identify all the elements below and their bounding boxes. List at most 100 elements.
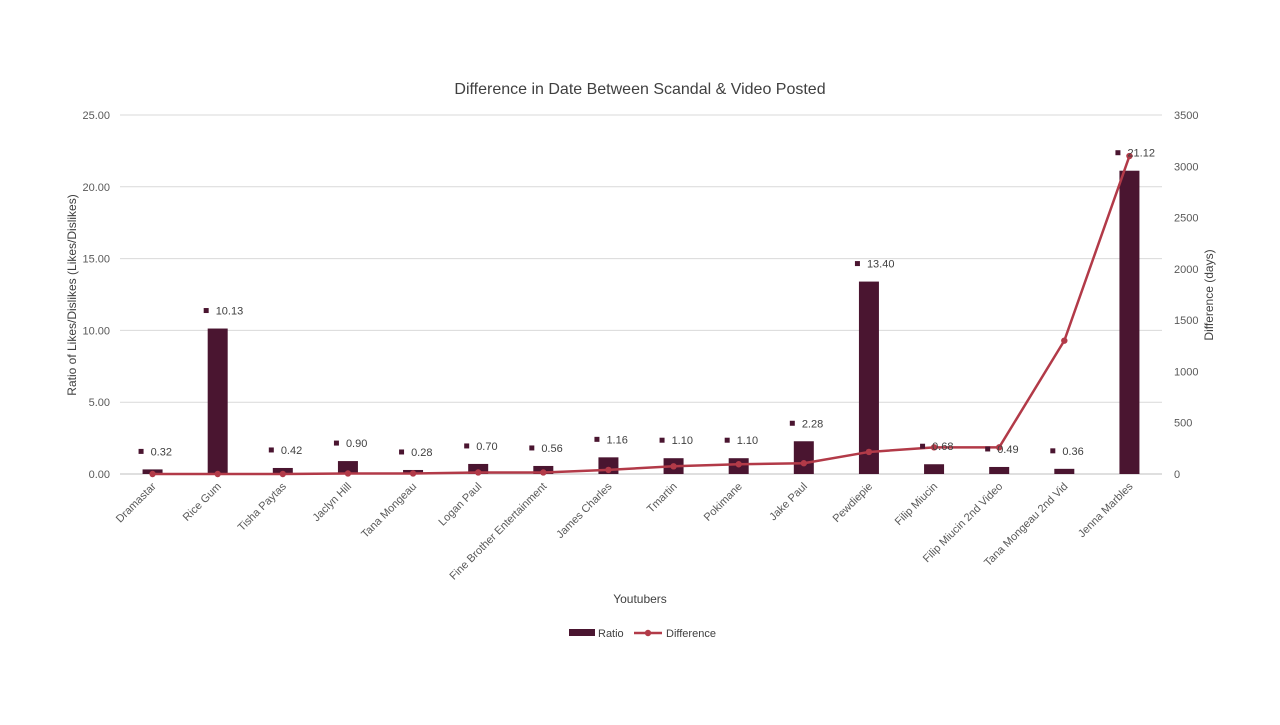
y2-axis-ticks: 0 500 1000 1500 2000 2500 3000 3500 bbox=[1174, 110, 1198, 481]
data-label-marker bbox=[464, 443, 470, 449]
data-label-marker bbox=[985, 446, 991, 452]
data-label: 0.28 bbox=[411, 447, 432, 459]
bar bbox=[858, 281, 879, 474]
y-tick-label: 0.00 bbox=[89, 469, 110, 481]
data-labels: 0.32 10.13 0.42 0.90 0.28 0.70 0.56 1.16 1.10 1.1… bbox=[138, 148, 1155, 459]
x-tick-label: Rice Gum bbox=[181, 481, 224, 524]
x-tick-label: Jaclyn Hill bbox=[311, 481, 354, 524]
legend-label-ratio: Ratio bbox=[598, 628, 624, 640]
y2-tick-label: 3000 bbox=[1174, 161, 1198, 173]
line-point bbox=[995, 444, 1003, 451]
data-label: 1.10 bbox=[737, 435, 758, 447]
data-label: 21.12 bbox=[1127, 148, 1155, 160]
y2-axis-label: Difference (days) bbox=[1202, 249, 1216, 340]
data-label: 10.13 bbox=[216, 306, 244, 318]
bar bbox=[468, 463, 489, 474]
y2-tick-label: 500 bbox=[1174, 418, 1192, 430]
bar bbox=[1119, 170, 1140, 474]
data-label-marker bbox=[594, 436, 600, 442]
legend: Ratio Difference bbox=[569, 628, 716, 640]
data-label-marker bbox=[333, 440, 339, 446]
line-point bbox=[149, 470, 156, 478]
legend-marker-difference bbox=[644, 629, 652, 637]
line-point bbox=[474, 469, 482, 476]
bar-series bbox=[142, 170, 1140, 474]
data-label-marker bbox=[1115, 150, 1121, 156]
line-point bbox=[670, 463, 677, 470]
data-label: 0.36 bbox=[1062, 446, 1083, 458]
bar bbox=[989, 466, 1010, 474]
x-tick-label: Pewdiepie bbox=[831, 481, 875, 525]
data-label: 2.28 bbox=[802, 418, 823, 430]
bar bbox=[337, 461, 358, 474]
x-axis-label: Youtubers bbox=[613, 592, 667, 606]
data-label: 1.10 bbox=[672, 435, 693, 447]
y-tick-label: 20.00 bbox=[82, 182, 110, 194]
difference-line bbox=[152, 155, 1131, 476]
data-label: 1.16 bbox=[606, 434, 627, 446]
line-series bbox=[149, 152, 1133, 478]
data-label: 0.49 bbox=[997, 444, 1018, 456]
legend-swatch-ratio bbox=[569, 629, 595, 636]
y-axis-label: Ratio of Likes/Dislikes (Likes/Dislikes) bbox=[65, 194, 79, 395]
bar bbox=[924, 464, 945, 474]
data-label-marker bbox=[789, 420, 795, 426]
x-tick-label: Pokimane bbox=[702, 481, 745, 524]
data-label-marker bbox=[268, 447, 274, 453]
line-point bbox=[605, 466, 612, 474]
data-label-marker bbox=[203, 308, 209, 314]
data-label: 0.42 bbox=[281, 445, 302, 457]
data-label-marker bbox=[854, 261, 860, 267]
data-label: 0.68 bbox=[932, 441, 953, 453]
line-point bbox=[800, 460, 808, 467]
line-point bbox=[344, 470, 352, 477]
y-axis-ticks: 0.00 5.00 10.00 15.00 20.00 25.00 bbox=[82, 110, 110, 481]
data-label-marker bbox=[920, 443, 926, 449]
line-point bbox=[540, 469, 547, 476]
x-tick-label: Jake Paul bbox=[767, 481, 810, 524]
line-point bbox=[214, 470, 221, 478]
data-label: 0.70 bbox=[476, 441, 497, 453]
line-point bbox=[1126, 152, 1133, 160]
y2-tick-label: 2000 bbox=[1174, 264, 1198, 276]
data-label: 0.32 bbox=[151, 446, 172, 458]
data-label-marker bbox=[399, 449, 405, 455]
y2-tick-label: 0 bbox=[1174, 469, 1180, 481]
data-label-marker bbox=[724, 437, 730, 443]
x-tick-label: Tisha Paytas bbox=[236, 480, 290, 534]
y2-tick-label: 1000 bbox=[1174, 366, 1198, 378]
bar bbox=[207, 328, 228, 474]
y-tick-label: 25.00 bbox=[82, 110, 110, 122]
x-tick-label: Filip Miucin bbox=[893, 481, 940, 528]
x-tick-label: Tmartin bbox=[645, 481, 680, 516]
y2-tick-label: 2500 bbox=[1174, 213, 1198, 225]
y2-tick-label: 1500 bbox=[1174, 315, 1198, 327]
line-point bbox=[930, 444, 938, 451]
bar bbox=[1054, 468, 1075, 474]
x-tick-label: Logan Paul bbox=[436, 481, 484, 529]
y-tick-label: 10.00 bbox=[82, 325, 110, 337]
x-tick-label: Tana Mongeau bbox=[359, 481, 419, 541]
data-label: 0.56 bbox=[541, 443, 562, 455]
data-label: 13.40 bbox=[867, 259, 895, 271]
bar bbox=[793, 441, 814, 474]
data-label-marker bbox=[138, 448, 144, 454]
x-axis-ticks: Dramastar Rice Gum Tisha Paytas Jaclyn Hill… bbox=[114, 480, 1136, 582]
line-point bbox=[279, 470, 287, 478]
line-point bbox=[1061, 337, 1068, 344]
data-label: 0.90 bbox=[346, 438, 367, 450]
gridlines bbox=[120, 114, 1162, 475]
data-label-marker bbox=[659, 437, 665, 443]
line-point bbox=[865, 448, 873, 456]
chart-title: Difference in Date Between Scandal & Vid… bbox=[454, 81, 825, 98]
x-tick-label: Jenna Marbles bbox=[1076, 480, 1136, 540]
y2-tick-label: 3500 bbox=[1174, 110, 1198, 122]
legend-label-difference: Difference bbox=[666, 628, 716, 640]
y-tick-label: 5.00 bbox=[89, 397, 110, 409]
y-tick-label: 15.00 bbox=[82, 254, 110, 266]
data-label-marker bbox=[529, 445, 535, 451]
x-tick-label: James Charles bbox=[554, 480, 615, 541]
x-tick-label: Dramastar bbox=[114, 480, 159, 525]
